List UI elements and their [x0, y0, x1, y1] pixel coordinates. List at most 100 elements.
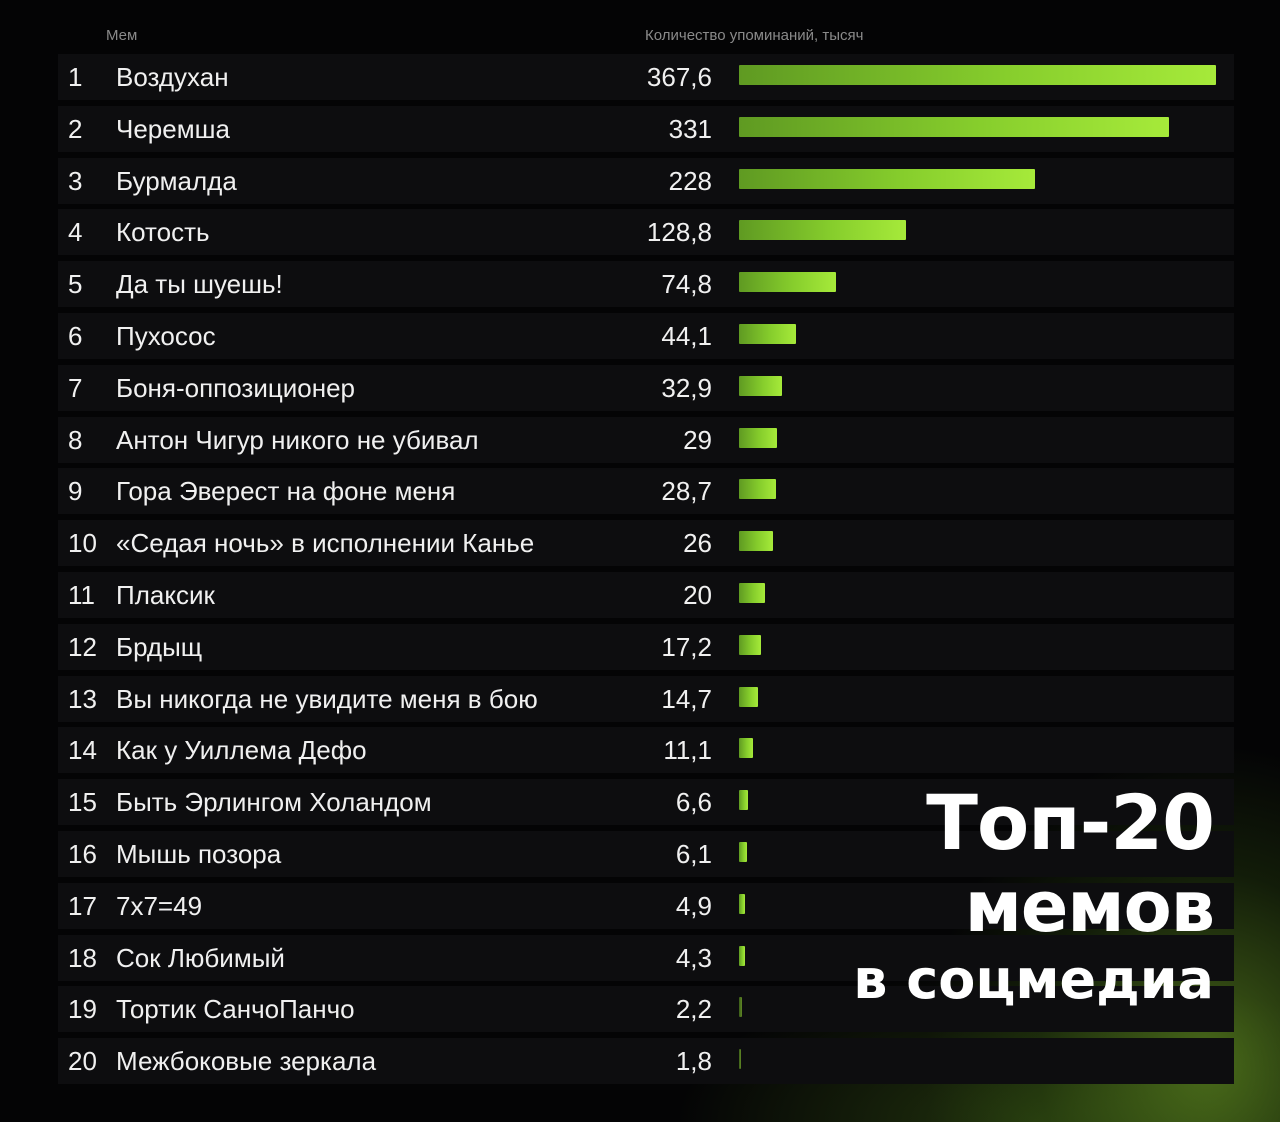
category-label: Вы никогда не увидите меня в бою [116, 683, 538, 714]
category-label: Да ты шуешь! [116, 269, 283, 300]
category-label: Мышь позора [116, 839, 282, 869]
bar [739, 945, 745, 966]
rank-label: 4 [68, 217, 83, 248]
column-header-meme: Мем [106, 27, 138, 44]
category-label: Межбоковые зеркала [116, 1046, 377, 1077]
bar [739, 220, 907, 241]
bar [739, 738, 754, 759]
category-label: Боня-оппозиционер [116, 372, 356, 403]
chart-row: 15 Быть Эрлингом Холандом 6,6 [58, 779, 1234, 826]
category-label: «Седая ночь» в исполнении Канье [116, 528, 535, 559]
chart-row: 1 Воздухан 367,6 [58, 54, 1234, 100]
rank-label: 13 [68, 683, 97, 714]
chart-row: 13 Вы никогда не увидите меня в бою 14,7 [58, 675, 1234, 722]
category-label: Антон Чигур никого не убивал [116, 424, 479, 455]
bar [739, 479, 777, 500]
value-label: 14,7 [661, 683, 712, 714]
chart-row: 20 Межбоковые зеркала 1,8 [58, 1038, 1234, 1085]
chart-row: 11 Плаксик 20 [58, 572, 1234, 618]
rank-label: 12 [68, 631, 97, 662]
category-label: 7х7=49 [116, 890, 203, 921]
category-label: Как у Уиллема Дефо [116, 735, 367, 766]
rank-label: 1 [68, 62, 83, 92]
value-label: 20 [683, 580, 712, 610]
rank-label: 14 [68, 735, 97, 766]
category-label: Котость [116, 217, 210, 248]
rank-label: 6 [68, 321, 83, 351]
rank-label: 8 [68, 424, 83, 455]
value-label: 2,2 [675, 994, 712, 1025]
value-label: 11,1 [663, 735, 712, 766]
category-label: Воздухан [116, 62, 229, 92]
category-label: Плаксик [116, 580, 215, 610]
chart-row: 16 Мышь позора 6,1 [58, 831, 1234, 877]
rank-label: 7 [68, 372, 83, 403]
value-label: 228 [668, 165, 712, 196]
bar [739, 65, 1216, 85]
chart-row: 7 Боня-оппозиционер 32,9 [58, 364, 1234, 411]
chart-row: 19 Тортик СанчоПанчо 2,2 [58, 986, 1234, 1033]
rank-label: 17 [68, 890, 97, 921]
chart-row: 14 Как у Уиллема Дефо 11,1 [58, 727, 1234, 774]
bar [739, 893, 746, 914]
chart-row: 4 Котость 128,8 [58, 209, 1234, 256]
value-label: 6,6 [675, 787, 712, 818]
category-label: Брдыщ [116, 631, 203, 662]
value-label: 26 [683, 528, 712, 559]
value-label: 4,3 [675, 942, 712, 973]
bar [739, 997, 742, 1018]
value-label: 4,9 [675, 890, 712, 921]
value-label: 29 [683, 424, 712, 455]
category-label: Сок Любимый [116, 942, 285, 973]
chart-row: 5 Да ты шуешь! 74,8 [58, 261, 1234, 308]
column-header-count: Количество упоминаний, тысяч [645, 27, 864, 44]
bar [739, 531, 773, 552]
bar [739, 790, 748, 811]
category-label: Быть Эрлингом Холандом [116, 787, 432, 818]
chart-row: 3 Бурмалда 228 [58, 157, 1234, 204]
bar [739, 272, 837, 293]
bar [739, 686, 759, 707]
value-label: 17,2 [661, 631, 712, 662]
bar [739, 168, 1035, 189]
chart-row: 17 7х7=49 4,9 [58, 882, 1234, 929]
bar [739, 634, 762, 655]
rank-label: 3 [68, 165, 83, 196]
rank-label: 5 [68, 269, 83, 300]
category-label: Пухосос [116, 321, 216, 351]
value-label: 1,8 [675, 1046, 712, 1077]
value-label: 128,8 [646, 217, 712, 248]
chart-row: 8 Антон Чигур никого не убивал 29 [58, 416, 1234, 463]
bar [739, 583, 765, 603]
bar [739, 116, 1169, 137]
rank-label: 15 [68, 787, 97, 818]
value-label: 6,1 [675, 839, 712, 869]
bar [739, 427, 777, 448]
category-label: Черемша [116, 113, 230, 144]
rank-label: 20 [68, 1046, 97, 1077]
rank-label: 11 [68, 580, 95, 610]
value-label: 44,1 [661, 321, 712, 351]
chart-row: 18 Сок Любимый 4,3 [58, 934, 1234, 981]
chart-row: 9 Гора Эверест на фоне меня 28,7 [58, 468, 1234, 515]
bar [739, 324, 797, 344]
value-label: 367,6 [646, 62, 712, 92]
chart-row: 2 Черемша 331 [58, 105, 1234, 152]
bar [739, 375, 782, 396]
bar [739, 1049, 742, 1070]
rank-label: 18 [68, 942, 97, 973]
rank-label: 19 [68, 994, 97, 1025]
rank-label: 10 [68, 528, 97, 559]
value-label: 32,9 [661, 372, 712, 403]
bar [739, 842, 747, 862]
title-line-2: мемов [964, 866, 1215, 948]
category-label: Гора Эверест на фоне меня [116, 476, 456, 507]
rank-label: 9 [68, 476, 83, 507]
value-label: 74,8 [661, 269, 712, 300]
value-label: 28,7 [661, 476, 712, 507]
title-line-3: в соцмедиа [853, 948, 1214, 1011]
chart-row: 10 «Седая ночь» в исполнении Канье 26 [58, 520, 1234, 567]
title-line-1: Топ-20 [926, 778, 1215, 867]
rank-label: 2 [68, 113, 83, 144]
category-label: Бурмалда [116, 165, 237, 196]
